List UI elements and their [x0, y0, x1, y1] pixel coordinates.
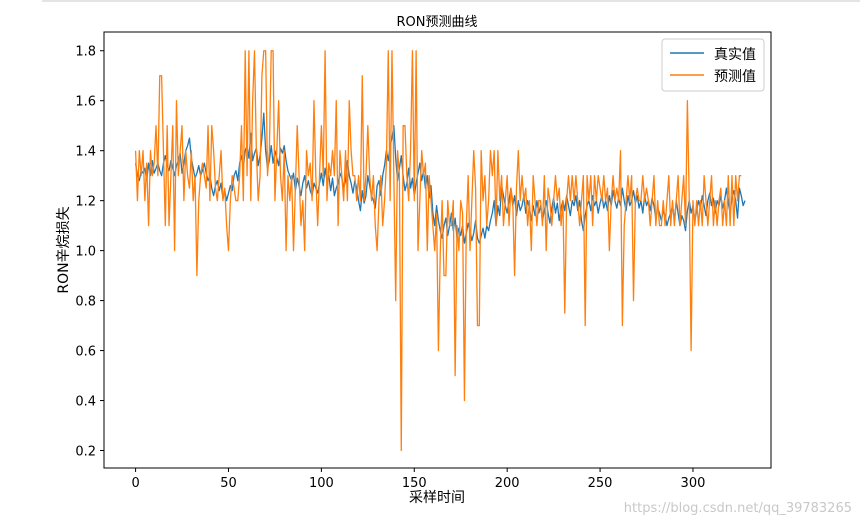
x-tick-label: 200 — [495, 476, 520, 491]
x-axis-ticks: 0 50 100 150 200 250 300 — [131, 468, 705, 491]
y-axis-ticks: 0.2 0.4 0.6 0.8 1.0 1.2 1.4 1.6 1.8 — [75, 45, 104, 460]
y-tick-label: 0.4 — [75, 395, 96, 410]
plot-frame — [103, 31, 772, 469]
y-tick-label: 1.4 — [75, 145, 96, 160]
x-tick-label: 150 — [402, 476, 427, 491]
x-tick-label: 250 — [588, 476, 613, 491]
y-tick-label: 0.2 — [75, 445, 96, 460]
y-tick-label: 0.6 — [75, 345, 96, 360]
series-line-0 — [134, 112, 746, 244]
top-border-line — [42, 0, 860, 2]
watermark-text: https://blog.csdn.net/qq_39783265 — [623, 501, 852, 516]
x-tick-label: 0 — [131, 476, 139, 491]
legend-box — [661, 38, 765, 92]
x-tick-label: 50 — [220, 476, 237, 491]
chart-title: RON预测曲线 — [397, 15, 478, 30]
series-line-1 — [134, 50, 742, 452]
x-tick-label: 300 — [681, 476, 706, 491]
y-tick-label: 0.8 — [75, 295, 96, 310]
y-tick-label: 1.0 — [75, 245, 96, 260]
y-tick-label: 1.8 — [75, 45, 96, 60]
y-tick-label: 1.6 — [75, 95, 96, 110]
x-tick-label: 100 — [309, 476, 334, 491]
x-axis-label: 采样时间 — [409, 490, 465, 506]
y-tick-label: 1.2 — [75, 195, 96, 210]
y-axis-label: RON辛烷损失 — [56, 206, 72, 293]
series-lines — [134, 50, 746, 452]
plot-area — [103, 31, 772, 469]
legend-label: 预测值 — [714, 69, 756, 85]
legend-label: 真实值 — [714, 47, 756, 63]
